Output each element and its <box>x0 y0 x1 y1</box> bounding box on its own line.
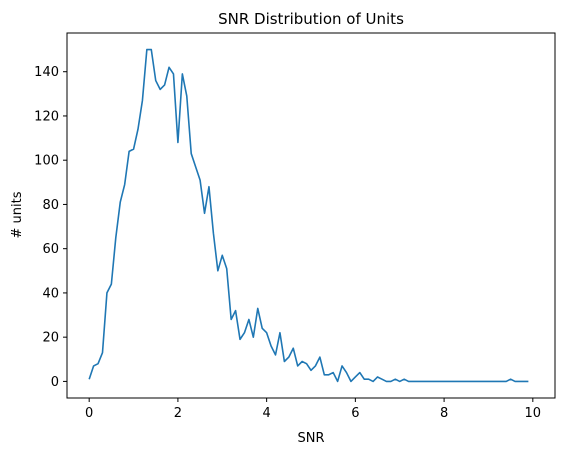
y-tick-label: 40 <box>42 286 59 301</box>
x-tick-label: 8 <box>440 406 448 421</box>
y-axis-label: # units <box>10 191 25 238</box>
x-tick-label: 2 <box>174 406 182 421</box>
y-tick-label: 0 <box>51 375 59 390</box>
x-axis-label: SNR <box>297 431 324 446</box>
series-line <box>88 48 529 383</box>
x-tick-label: 0 <box>85 406 93 421</box>
y-tick-label: 60 <box>42 242 59 257</box>
chart-title: SNR Distribution of Units <box>218 10 404 28</box>
y-tick-label: 80 <box>42 198 59 213</box>
y-tick-label: 20 <box>42 331 59 346</box>
y-tick-label: 120 <box>34 109 59 124</box>
x-tick-label: 10 <box>525 406 542 421</box>
plot-area-frame <box>66 32 556 399</box>
x-tick-label: 4 <box>262 406 270 421</box>
x-axis: 0 2 4 6 8 10 <box>85 398 541 421</box>
y-axis: 0 20 40 60 80 100 120 140 <box>34 65 67 390</box>
x-tick-label: 6 <box>351 406 359 421</box>
y-tick-label: 140 <box>34 65 59 80</box>
y-tick-label: 100 <box>34 154 59 169</box>
